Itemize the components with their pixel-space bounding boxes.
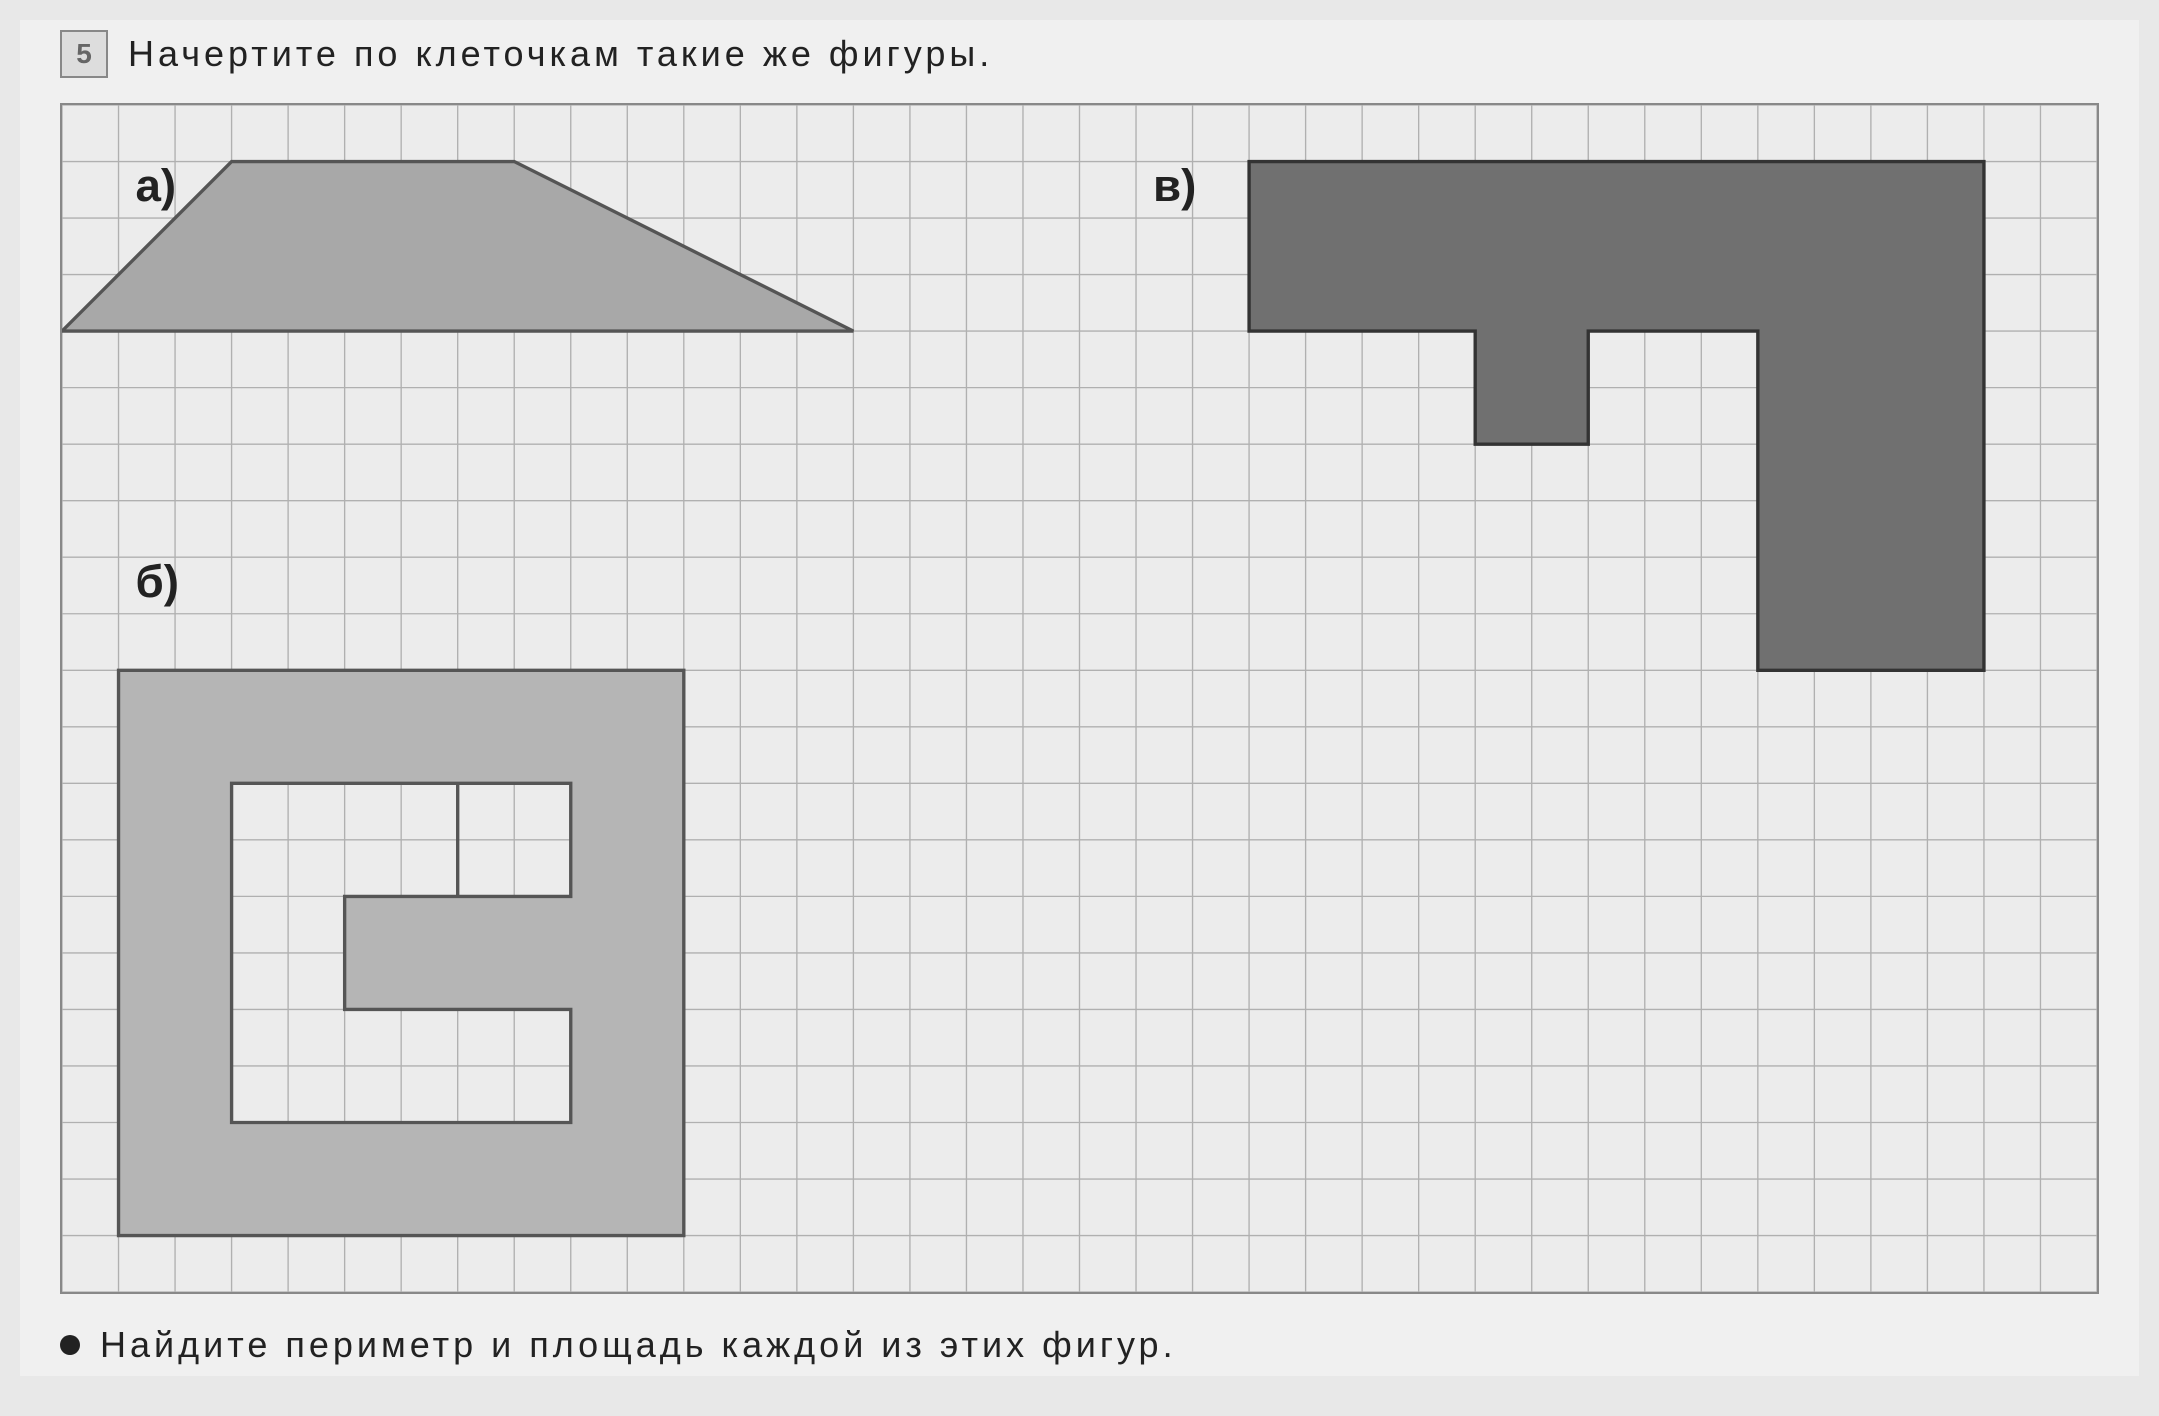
shape-b — [119, 670, 684, 1235]
bullet-icon — [60, 1335, 80, 1355]
label-b: б) — [135, 556, 179, 607]
grid-svg: а) б) в) — [62, 105, 2097, 1292]
instruction-text: Начертите по клеточкам такие же фигуры. — [128, 33, 993, 75]
label-v: в) — [1153, 160, 1196, 211]
label-a: а) — [135, 160, 176, 211]
footer: Найдите периметр и площадь каждой из эти… — [60, 1324, 2099, 1366]
worksheet-page: 5 Начертите по клеточкам такие же фигуры… — [20, 20, 2139, 1376]
problem-number: 5 — [76, 38, 92, 70]
grid-figure-area: а) б) в) — [60, 103, 2099, 1294]
header: 5 Начертите по клеточкам такие же фигуры… — [60, 30, 2099, 78]
footer-instruction: Найдите периметр и площадь каждой из эти… — [100, 1324, 1177, 1366]
problem-number-box: 5 — [60, 30, 108, 78]
